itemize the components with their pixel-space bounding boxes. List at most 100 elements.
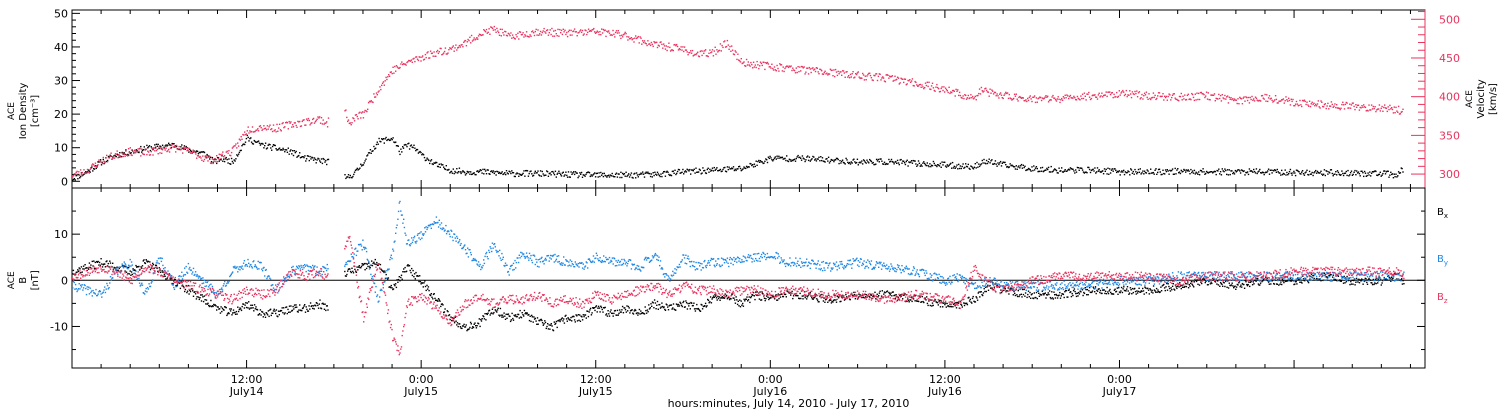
data-point (1275, 277, 1277, 279)
data-point (944, 91, 946, 93)
data-point (862, 294, 864, 297)
data-point (1356, 106, 1358, 108)
data-point (199, 297, 201, 299)
data-point (261, 142, 263, 145)
data-point (135, 150, 138, 152)
data-point (708, 171, 710, 173)
data-point (682, 168, 684, 171)
data-point (178, 148, 180, 150)
data-point (634, 172, 636, 175)
data-point (79, 176, 82, 178)
data-point (688, 170, 690, 172)
data-point (283, 126, 285, 129)
data-point (964, 302, 966, 305)
data-point (118, 156, 120, 158)
data-point (550, 33, 552, 36)
data-point (1284, 100, 1286, 102)
data-point (112, 268, 115, 270)
data-point (892, 291, 894, 293)
data-point (109, 260, 111, 262)
data-point (269, 309, 271, 311)
data-point (1150, 97, 1153, 99)
data-point (891, 160, 894, 163)
data-point (1127, 94, 1129, 96)
data-point (322, 302, 324, 304)
data-point (626, 36, 628, 38)
data-point (457, 47, 459, 49)
data-point (228, 312, 230, 315)
data-point (79, 169, 82, 171)
data-point (1253, 100, 1256, 102)
data-point (1260, 100, 1262, 102)
data-point (1352, 283, 1354, 285)
data-point (182, 147, 184, 149)
data-point (367, 108, 369, 110)
data-point (906, 159, 908, 161)
data-point (529, 34, 531, 36)
data-point (128, 266, 130, 269)
data-point (464, 39, 467, 42)
data-point (1255, 97, 1258, 99)
data-point (687, 169, 689, 171)
data-point (941, 302, 943, 304)
data-point (82, 287, 85, 289)
data-point (577, 32, 579, 34)
data-point (1193, 286, 1195, 288)
data-point (1363, 175, 1365, 178)
data-point (878, 73, 880, 75)
data-point (1211, 282, 1213, 285)
data-point (685, 49, 688, 51)
data-point (141, 149, 144, 152)
data-point (974, 95, 976, 98)
data-point (822, 300, 825, 302)
data-point (161, 270, 163, 272)
data-point (154, 150, 156, 152)
data-point (421, 56, 423, 58)
data-point (1047, 95, 1049, 97)
data-point (231, 314, 233, 316)
data-point (72, 176, 74, 178)
data-point (389, 286, 391, 288)
data-point (839, 71, 841, 73)
data-point (878, 294, 880, 297)
data-point (992, 282, 994, 284)
data-point (1178, 171, 1181, 173)
data-point (357, 118, 359, 120)
data-point (608, 176, 611, 178)
data-point (101, 161, 104, 164)
data-point (989, 88, 991, 90)
data-point (1131, 287, 1134, 290)
data-point (270, 128, 272, 131)
data-point (597, 305, 600, 308)
data-point (213, 160, 215, 163)
data-point (1245, 96, 1247, 98)
data-point (93, 165, 96, 168)
data-point (414, 147, 416, 149)
data-point (898, 163, 900, 166)
data-point (1040, 170, 1043, 172)
data-point (843, 162, 845, 164)
data-point (470, 171, 472, 173)
data-point (347, 176, 349, 178)
data-point (994, 91, 997, 94)
data-point (483, 318, 486, 320)
data-point (875, 163, 877, 165)
data-point (1191, 93, 1194, 96)
data-point (79, 177, 81, 179)
data-point (805, 71, 807, 73)
data-point (645, 171, 647, 173)
data-point (774, 69, 777, 71)
data-point (756, 60, 758, 63)
data-point (202, 151, 204, 153)
data-point (1049, 296, 1052, 299)
data-point (254, 308, 256, 310)
data-point (930, 88, 932, 91)
data-point (524, 313, 526, 315)
data-point (1018, 96, 1020, 99)
data-point (1179, 281, 1181, 284)
data-point (1211, 94, 1213, 96)
data-point (632, 312, 634, 314)
data-point (1160, 95, 1162, 98)
data-point (630, 172, 633, 174)
